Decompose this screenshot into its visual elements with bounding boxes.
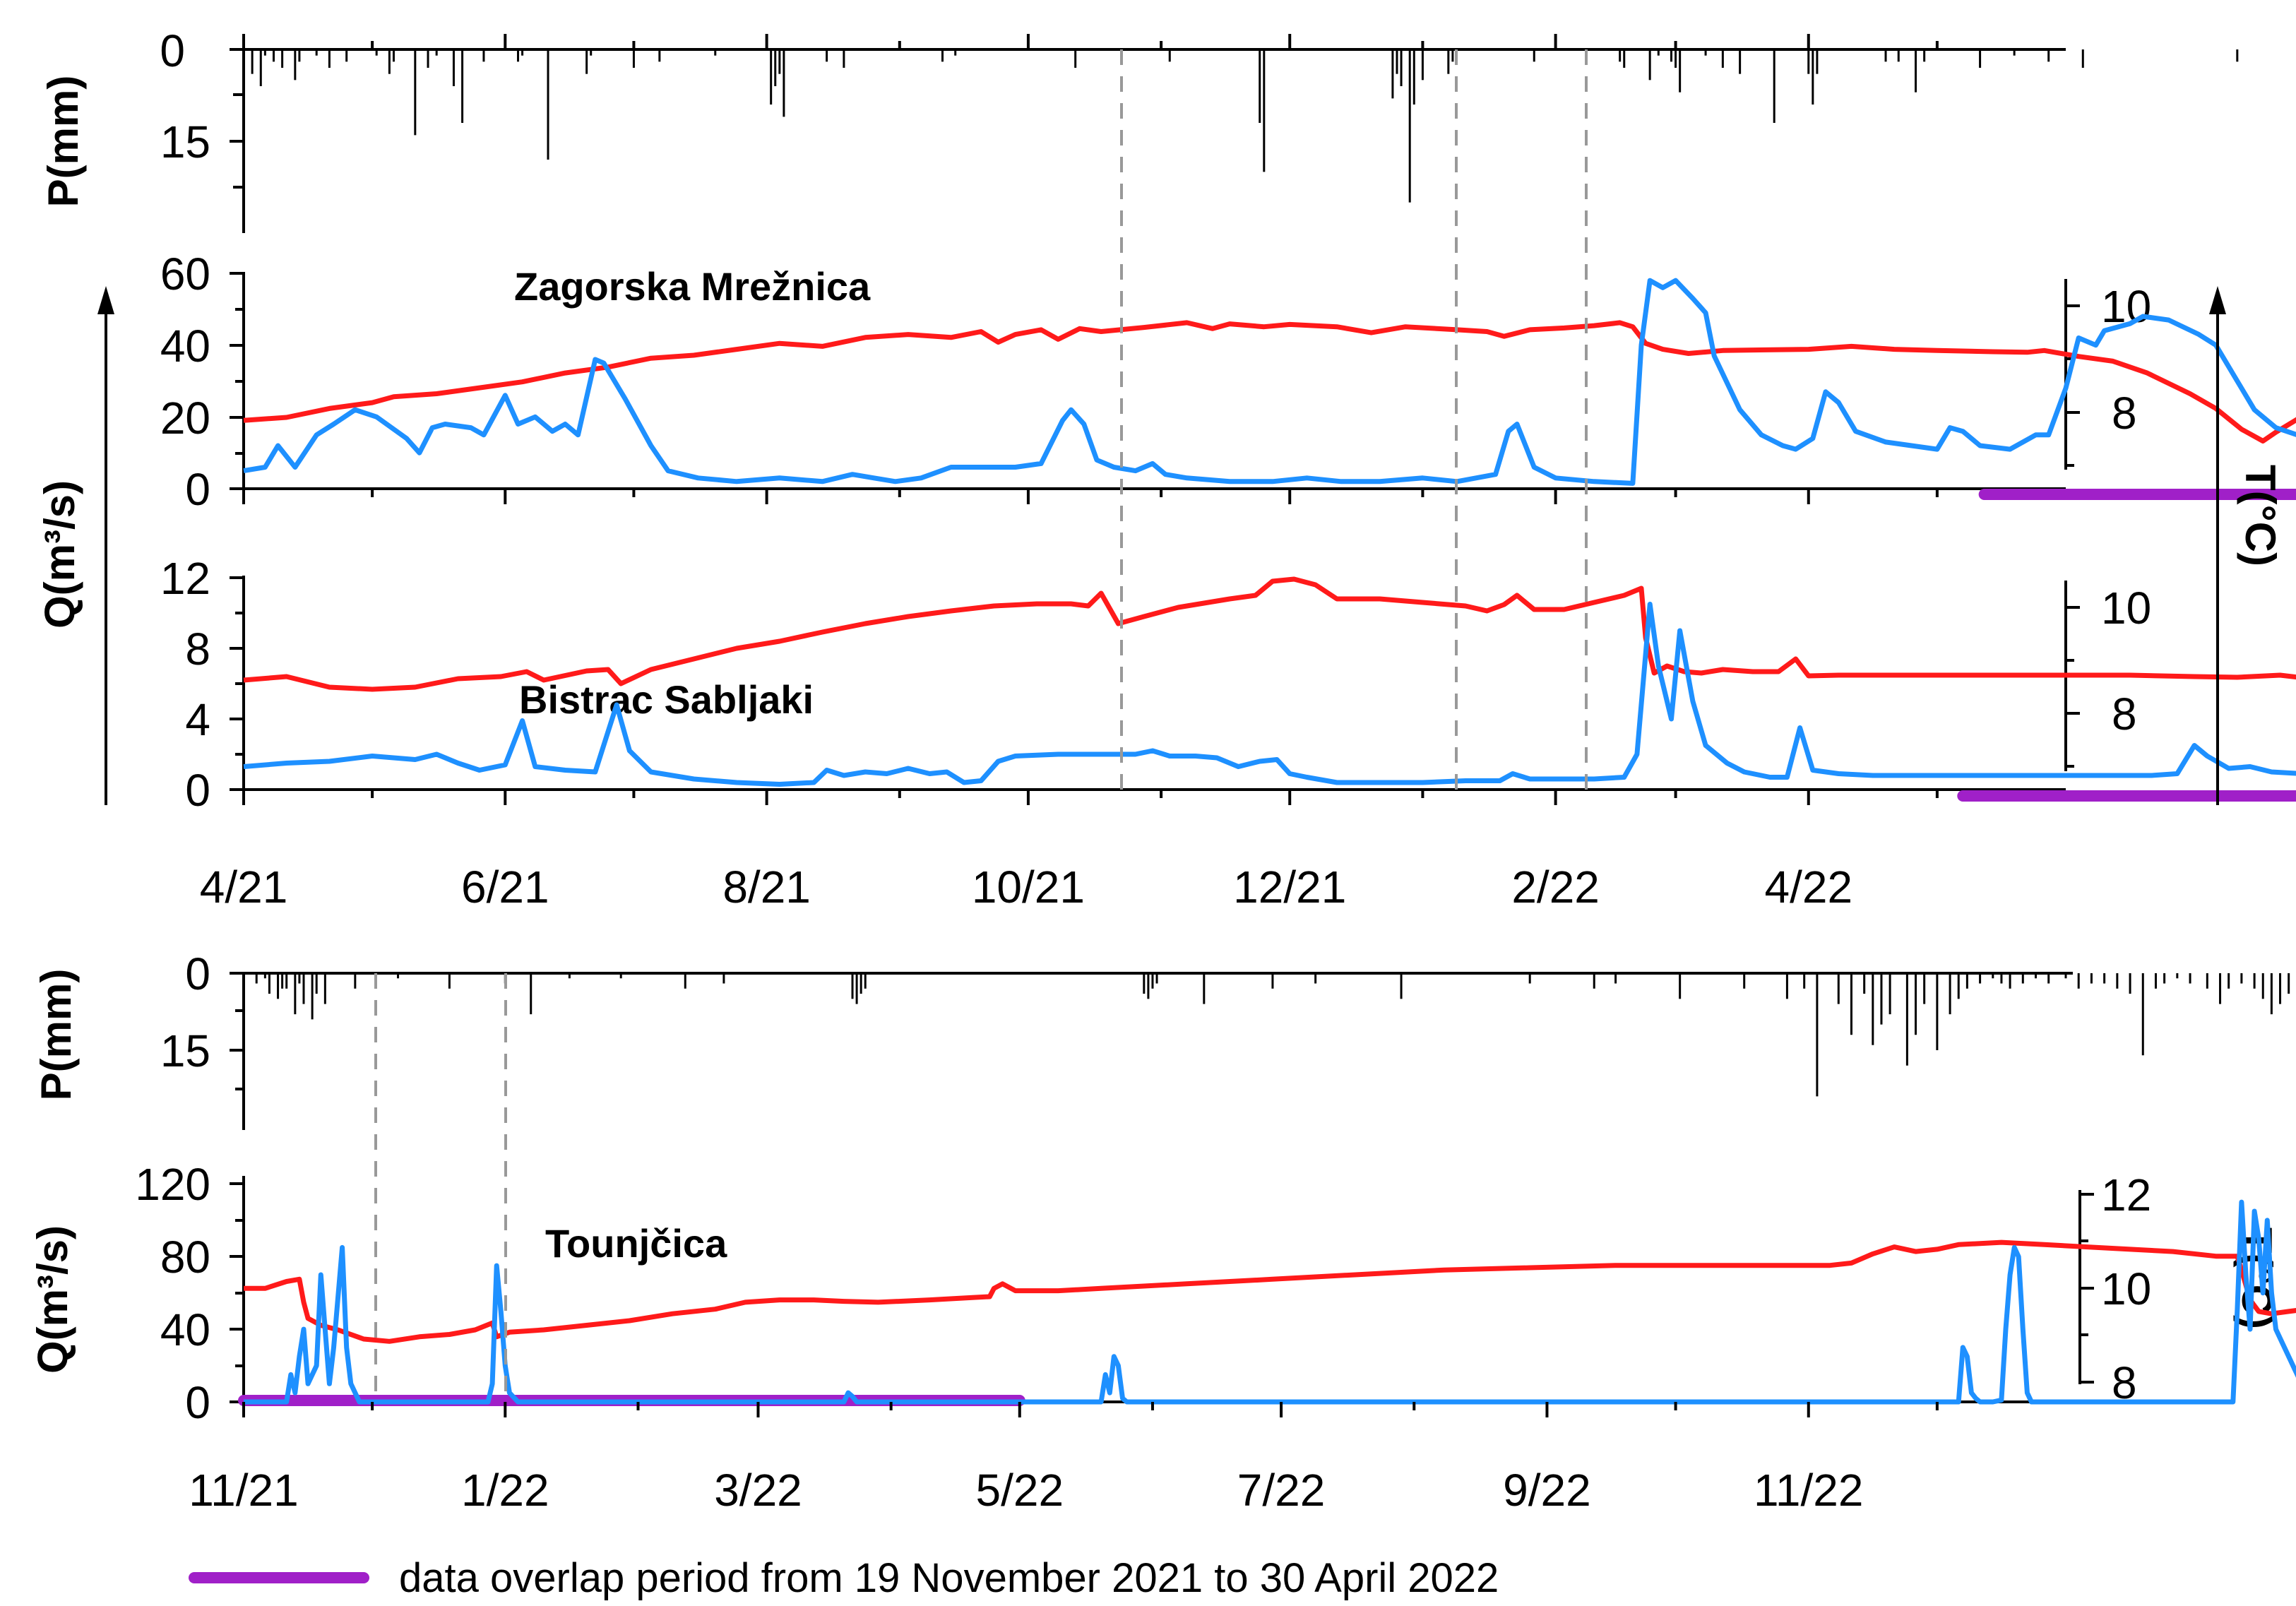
x-tick-label: 12/21	[1233, 862, 1346, 912]
bistrac-ytick-12: 12	[160, 553, 210, 604]
top-q-ylabel: Q(m³/s)	[36, 480, 83, 629]
tounjcica-ylabel: Q(m³/s)	[29, 1225, 76, 1374]
bistrac-title: Bistrac Sabljaki	[519, 677, 814, 722]
x-tick-label: 1/22	[461, 1465, 549, 1516]
tounjcica-y2tick-10: 10	[2101, 1263, 2151, 1314]
x-tick-label: 7/22	[1237, 1465, 1326, 1516]
x-tick-label: 8/21	[722, 862, 811, 912]
tounjcica-ytick-120: 120	[135, 1159, 210, 1210]
precip-top-panel: 0 15 P(mm)	[40, 25, 2239, 233]
x-tick-label: 11/22	[1754, 1465, 1863, 1516]
tounjcica-y2tick-12: 12	[2101, 1170, 2151, 1220]
tounjcica-ytick-0: 0	[185, 1377, 210, 1428]
precip-top-ytick-0: 0	[160, 25, 185, 76]
zagorska-discharge-line	[243, 278, 2296, 486]
zagorska-temperature-line	[243, 320, 2296, 444]
x-tick-label: 11/21	[189, 1465, 298, 1516]
precip-bottom-ylabel: P(mm)	[32, 969, 80, 1101]
tounjcica-title: Tounjčica	[545, 1221, 727, 1266]
tounjcica-panel: 0 40 80 120 8 10 12 Tounjčica Q(m³/s) T(…	[29, 1159, 2296, 1428]
bistrac-ytick-0: 0	[185, 765, 210, 816]
bistrac-ytick-4: 4	[185, 694, 210, 745]
precip-bottom-panel: 0 15 P(mm)	[32, 948, 2290, 1130]
bistrac-temperature-line	[243, 576, 2296, 692]
x-tick-label: 5/22	[975, 1465, 1064, 1516]
x-tick-label: 4/22	[1764, 862, 1852, 912]
precip-top-bars	[251, 49, 2239, 203]
zagorska-title: Zagorska Mrežnica	[514, 264, 871, 309]
precip-bottom-ytick-15: 15	[160, 1025, 210, 1076]
zagorska-y2tick-8: 8	[2112, 388, 2137, 439]
x-tick-label: 2/22	[1511, 862, 1600, 912]
x-tick-label: 4/21	[200, 862, 288, 912]
tounjcica-discharge-line	[244, 1199, 2296, 1405]
bistrac-panel: 0 4 8 12 8 10 Bistrac Sabljaki	[160, 553, 2296, 816]
top-t-ylabel: T(°C)	[2237, 465, 2284, 566]
bistrac-discharge-line	[243, 602, 2296, 787]
tounjcica-ytick-40: 40	[160, 1304, 210, 1355]
precip-top-ytick-15: 15	[160, 117, 210, 167]
zagorska-ytick-20: 20	[160, 393, 210, 444]
zagorska-ytick-0: 0	[185, 464, 210, 515]
t-axis-arrow-icon	[2209, 286, 2226, 314]
bistrac-ytick-8: 8	[185, 624, 210, 674]
tounjcica-ytick-80: 80	[160, 1232, 210, 1283]
bistrac-y2tick-8: 8	[2112, 689, 2137, 739]
x-tick-label: 9/22	[1503, 1465, 1591, 1516]
bistrac-y2tick-10: 10	[2101, 583, 2151, 634]
x-tick-label: 10/21	[972, 862, 1085, 912]
legend-label: data overlap period from 19 November 202…	[399, 1555, 1499, 1601]
zagorska-ytick-40: 40	[160, 321, 210, 371]
precip-bottom-bars	[255, 973, 2290, 1097]
precip-bottom-ytick-0: 0	[185, 948, 210, 999]
x-tick-label: 6/21	[461, 862, 549, 912]
precip-top-ylabel: P(mm)	[40, 76, 87, 208]
legend: data overlap period from 19 November 202…	[189, 1555, 1499, 1601]
zagorska-panel: 0 20 40 60 8 10 Zagorska Mrežnica	[160, 249, 2296, 515]
zagorska-ytick-60: 60	[160, 249, 210, 299]
q-axis-arrow-icon	[97, 286, 114, 314]
x-tick-label: 3/22	[714, 1465, 802, 1516]
